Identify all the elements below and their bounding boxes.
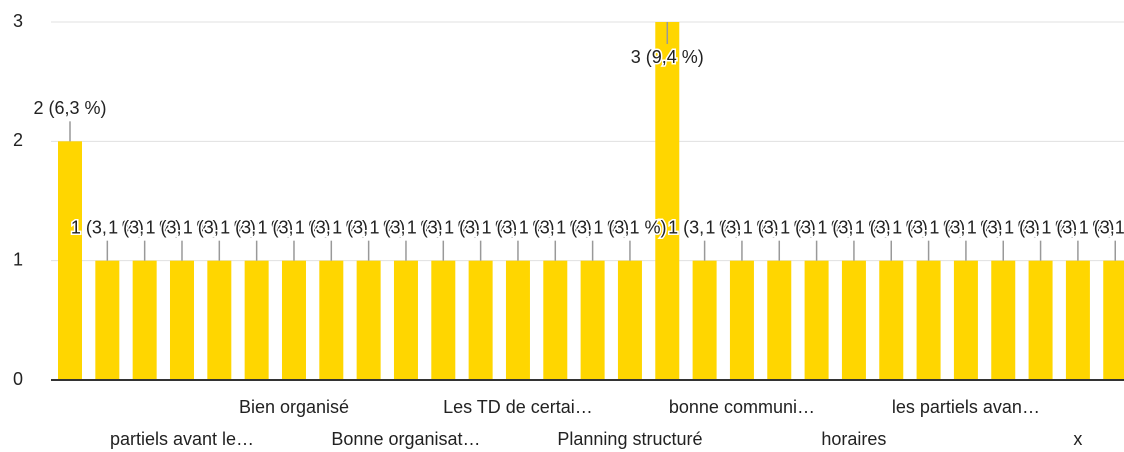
data-label: 1 (3,1 %) [444,217,517,237]
x-tick-label: bonne communi… [669,397,815,417]
bar [505,260,530,380]
bar [655,22,680,380]
y-tick-label: 0 [13,369,23,389]
bar [58,141,82,380]
bar [169,260,194,380]
x-tick-label: Les TD de certai… [443,397,593,417]
data-label: 1 (3,1 %) [556,217,629,237]
bar [393,260,418,380]
data-label: 1 (3,1 %) [780,217,853,237]
data-label: 1 (3,1 %) [668,217,741,237]
data-label: 1 (3,1 %) [332,217,405,237]
bar [1103,260,1124,380]
data-label: 1 (3,1 %) [929,217,1002,237]
bar [729,260,754,380]
bar [1065,260,1090,380]
data-label: 1 (3,1 %) [183,217,256,237]
data-label: 2 (6,3 %) [33,98,106,118]
x-tick-label: x [1073,429,1082,449]
x-tick-label: Bonne organisat… [331,429,480,449]
data-label: 1 (3,1 %) [145,217,218,237]
bar [841,260,866,380]
bar [95,260,120,380]
data-label: 1 (3,1 %) [407,217,480,237]
data-label: 3 (9,4 %) [631,47,704,67]
bar [132,260,157,380]
bar [543,260,568,380]
data-label: 1 (3,1 %) [295,217,368,237]
data-label: 1 (3,1 %) [481,217,554,237]
data-label: 1 (3,1 %) [108,217,181,237]
data-label: 1 (3,1 %) [817,217,890,237]
bar [468,260,493,380]
bar [767,260,792,380]
y-tick-label: 1 [13,249,23,269]
bar [356,260,381,380]
x-tick-label: partiels avant le… [110,429,254,449]
data-label: 1 (3,1 %) [220,217,293,237]
data-label: 1 (3,1 %) [369,217,442,237]
bar [207,260,232,380]
x-tick-label: les partiels avan… [892,397,1040,417]
bar [580,260,605,380]
data-label: 1 (3,1 %) [519,217,592,237]
bar [1028,260,1053,380]
x-tick-label: Planning structuré [557,429,702,449]
bar [319,260,344,380]
x-tick-label: horaires [821,429,886,449]
data-label: 1 (3,1 %) [1079,217,1124,237]
x-tick-label: Bien organisé [239,397,349,417]
bar [281,260,306,380]
bar [431,260,456,380]
data-label: 1 (3,1 %) [257,217,330,237]
y-tick-label: 3 [13,11,23,31]
bar [244,260,269,380]
bar [804,260,829,380]
bar [692,260,717,380]
data-label: 1 (3,1 %) [743,217,816,237]
bar [916,260,941,380]
data-label: 1 (3,1 %) [1004,217,1077,237]
data-label: 1 (3,1 %) [892,217,965,237]
bar [879,260,904,380]
data-label: 1 (3,1 %) [593,217,666,237]
data-label: 1 (3,1 %) [705,217,778,237]
y-tick-label: 2 [13,130,23,150]
data-label: 1 (3,1 %) [855,217,928,237]
data-label: 1 (3,1 %) [967,217,1040,237]
data-label: 1 (3,1 %) [71,217,144,237]
bar [953,260,978,380]
data-label: 1 (3,1 %) [1041,217,1114,237]
bar [617,260,642,380]
bar [991,260,1016,380]
